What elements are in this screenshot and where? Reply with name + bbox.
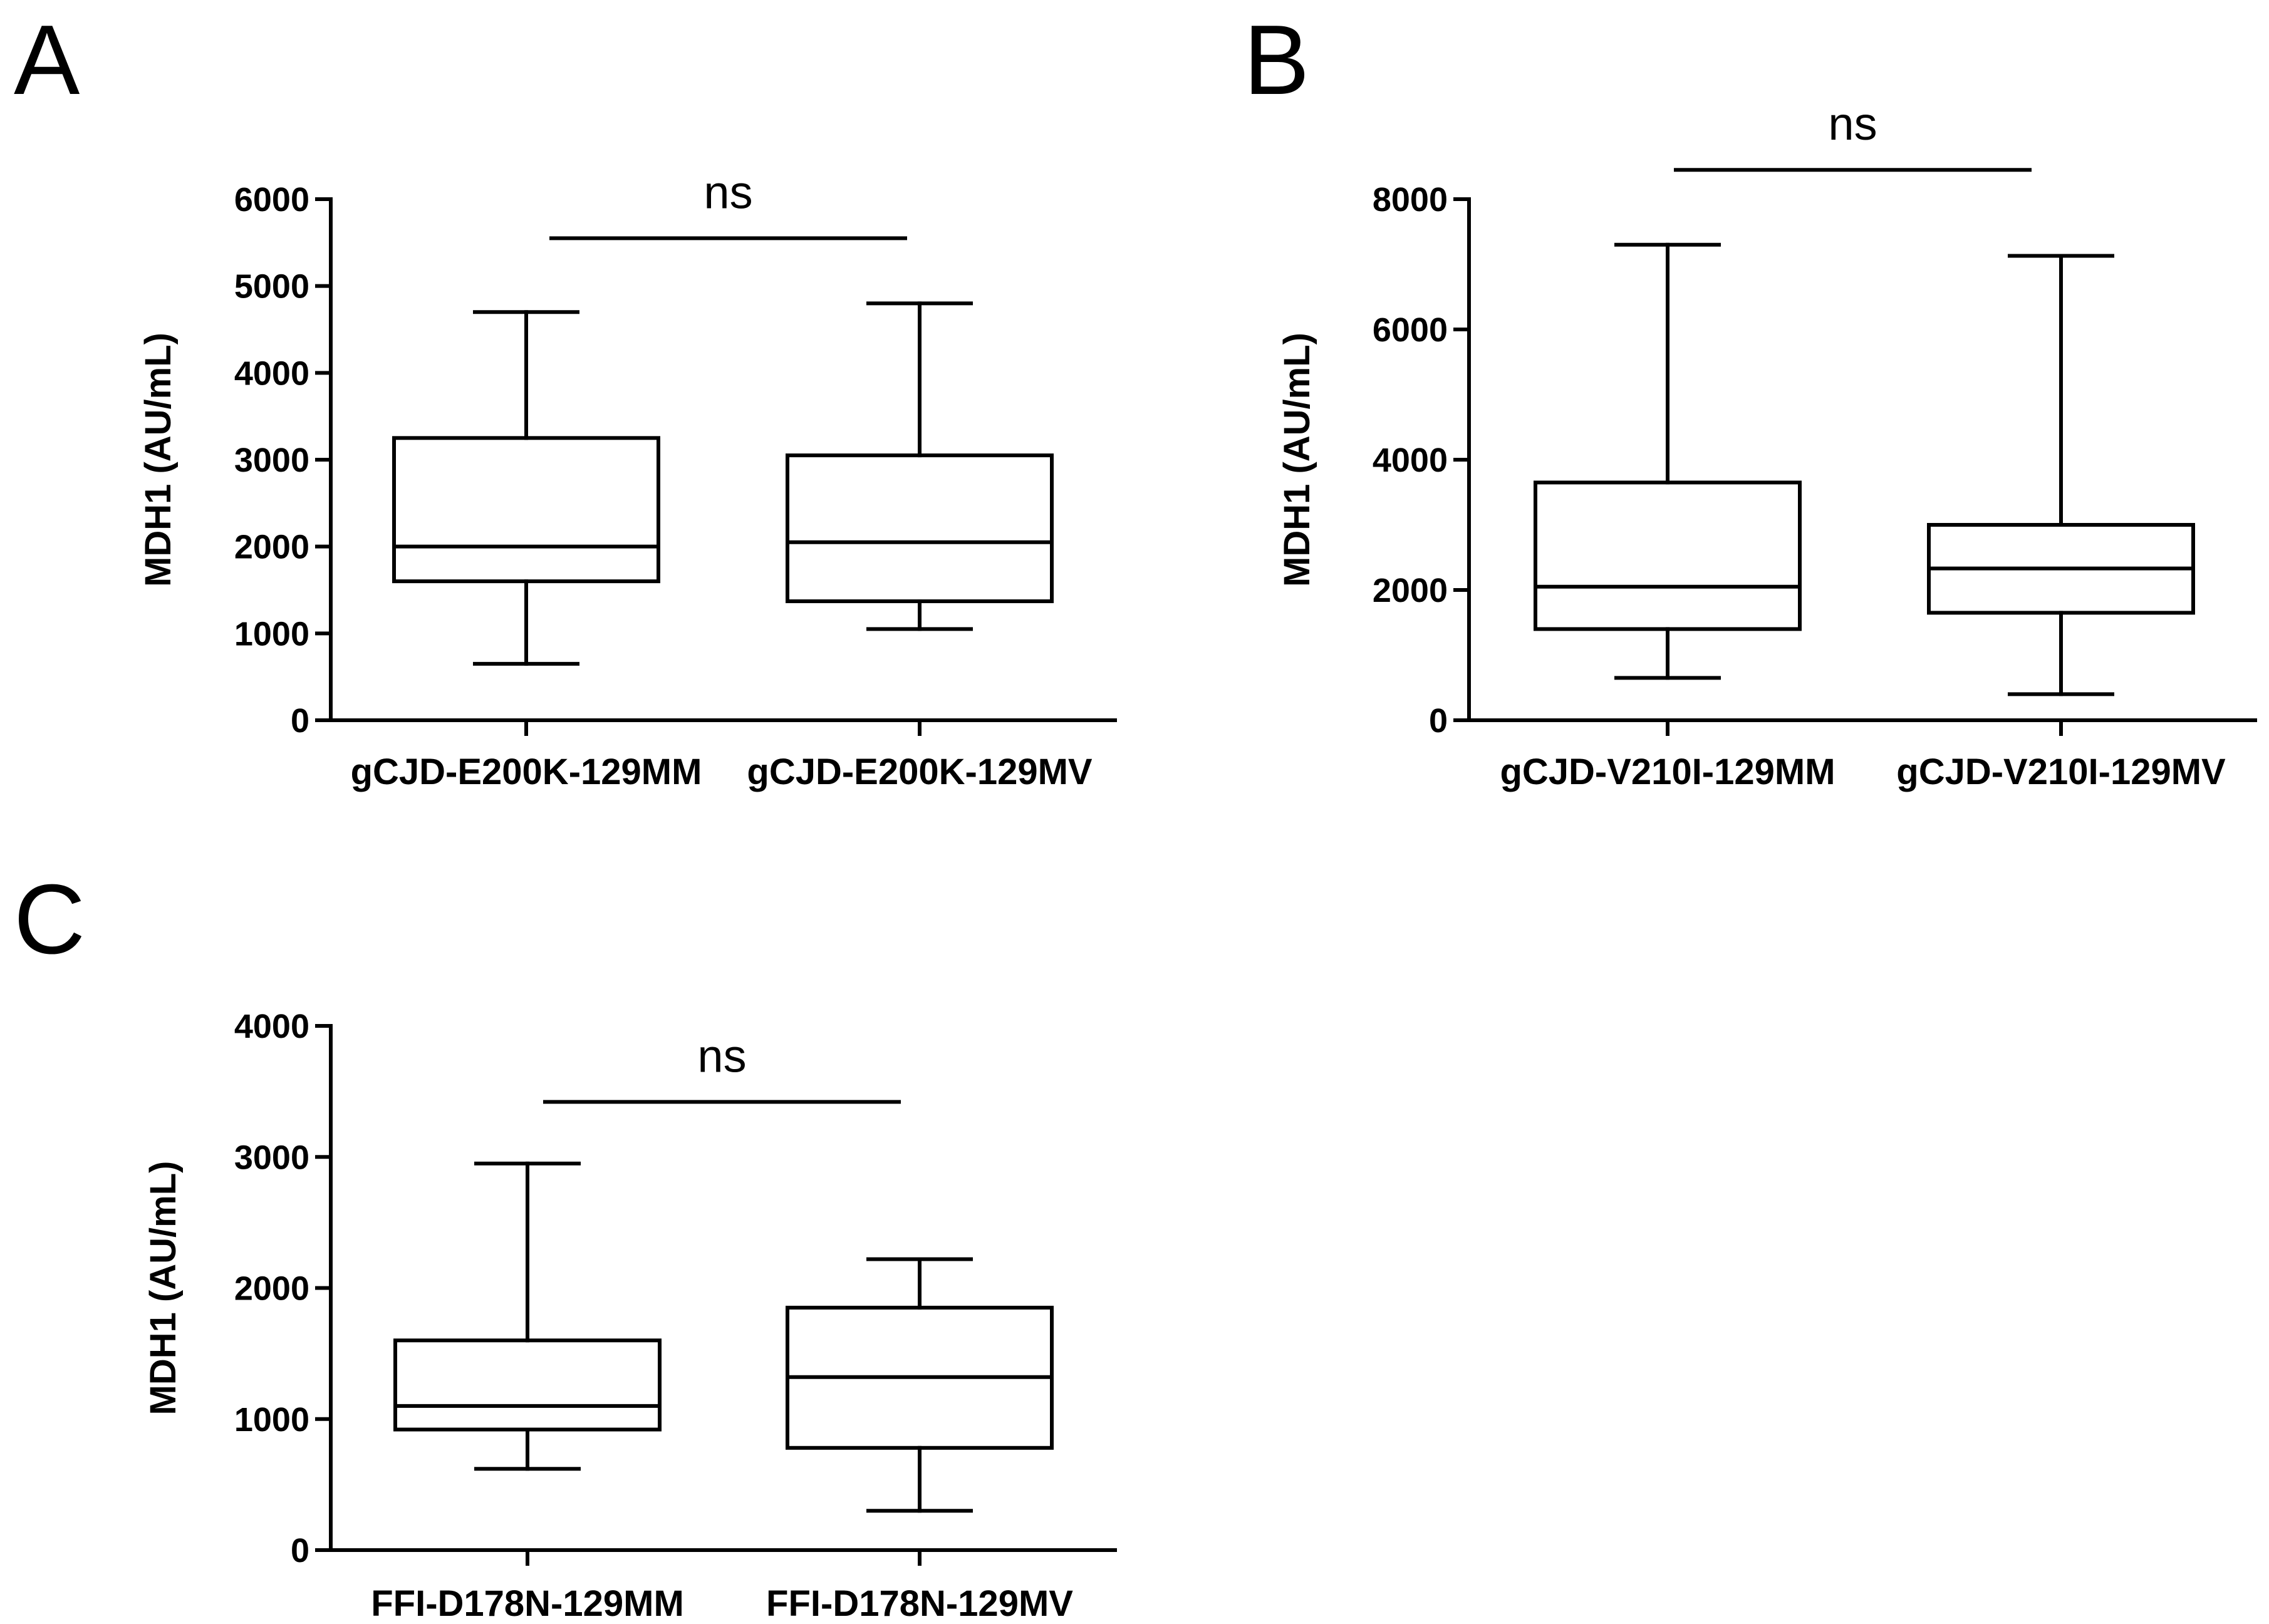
iqr-box	[786, 453, 1054, 604]
y-tick-label: 3000	[234, 442, 309, 479]
box-plot-1	[393, 1161, 662, 1471]
box-plot-1	[1534, 242, 1802, 680]
panel-c: C 0 1000 2000 3000 4000 MDH1 (AU/mL) FFI-D178N-…	[14, 864, 1117, 1624]
x-category-label: FFI-D178N-129MV	[766, 1583, 1073, 1624]
panel-a: A 0 1000 2000 3000 4000 5000 6000 MDH1 (AU/mL) gC…	[14, 5, 1117, 792]
x-category-label: gCJD-V210I-129MM	[1500, 752, 1835, 792]
y-tick-label: 4000	[234, 354, 309, 392]
y-tick-label: 0	[1429, 702, 1448, 740]
y-tick-label: 6000	[1373, 311, 1448, 349]
y-tick-label: 5000	[234, 268, 309, 306]
x-category-label: gCJD-V210I-129MV	[1896, 752, 2226, 792]
y-tick-label: 3000	[234, 1139, 309, 1176]
y-tick-label: 1000	[234, 615, 309, 653]
box-plot-2	[1927, 254, 2195, 696]
panel-letter: A	[14, 5, 80, 115]
y-tick-label: 1000	[234, 1401, 309, 1439]
box-plot-1	[392, 310, 660, 666]
y-axis-label: MDH1 (AU/mL)	[143, 1161, 184, 1415]
y-axis-label: MDH1 (AU/mL)	[138, 333, 179, 587]
box-plot-2	[786, 1257, 1054, 1513]
y-tick-label: 8000	[1373, 181, 1448, 219]
significance-label: ns	[1828, 98, 1877, 150]
panel-letter: C	[14, 864, 85, 975]
y-tick-label: 2000	[234, 529, 309, 566]
y-tick-label: 0	[291, 702, 309, 740]
y-tick-label: 2000	[1373, 572, 1448, 609]
y-tick-label: 4000	[1373, 442, 1448, 479]
x-category-label: FFI-D178N-129MM	[371, 1583, 684, 1624]
significance-label: ns	[704, 166, 752, 218]
y-tick-label: 4000	[234, 1008, 309, 1045]
iqr-box	[392, 436, 660, 584]
panel-b: B 0 2000 4000 6000 8000 MDH1 (AU/mL) gCJD-V210I…	[1244, 5, 2257, 792]
box-plot-2	[786, 301, 1054, 631]
significance-label: ns	[697, 1030, 746, 1082]
y-tick-label: 0	[291, 1532, 309, 1570]
y-tick-label: 2000	[234, 1270, 309, 1308]
y-axis-label: MDH1 (AU/mL)	[1277, 333, 1317, 587]
x-category-label: gCJD-E200K-129MM	[351, 752, 702, 792]
y-tick-label: 6000	[234, 181, 309, 219]
iqr-box	[1534, 480, 1802, 631]
iqr-box	[393, 1338, 662, 1432]
x-category-label: gCJD-E200K-129MV	[747, 752, 1093, 792]
panel-letter: B	[1244, 5, 1309, 115]
